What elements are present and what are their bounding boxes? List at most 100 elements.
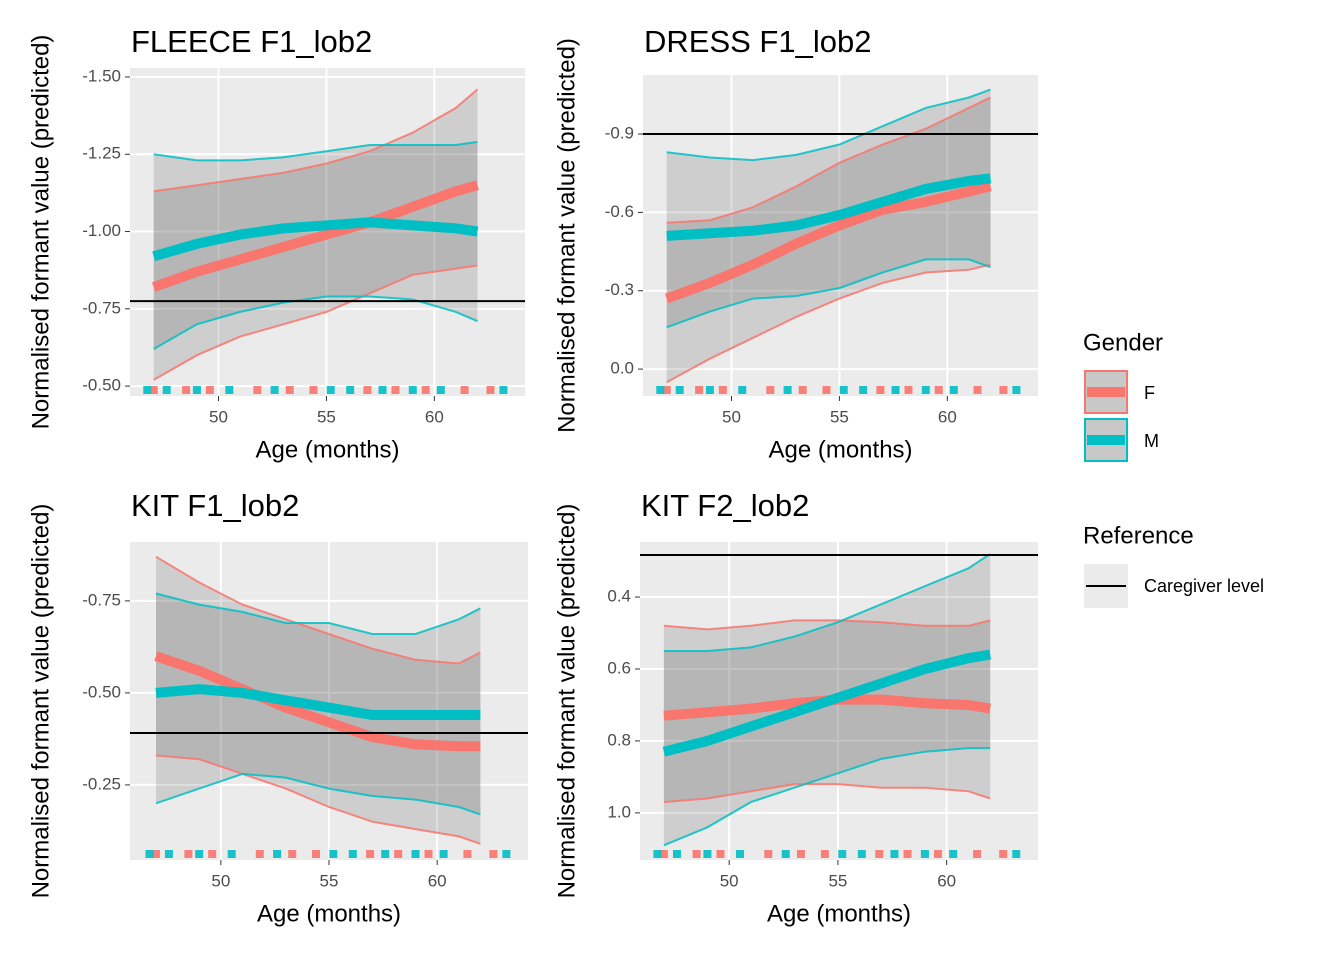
confidence-bound (666, 258, 991, 329)
confidence-bound (666, 96, 991, 224)
rug-mark (363, 386, 372, 394)
rug-mark (285, 386, 294, 394)
rug-mark (703, 850, 712, 858)
panel-title: KIT F1_lob2 (131, 488, 299, 523)
rug-mark (366, 850, 375, 858)
y-tick-label: -0.6 (605, 202, 634, 221)
rug-mark (839, 386, 848, 394)
rug-mark (798, 386, 807, 394)
panel-title: DRESS F1_lob2 (644, 24, 871, 59)
x-tick-label: 55 (830, 407, 849, 426)
rug-mark (253, 386, 262, 394)
rug-mark (949, 850, 958, 858)
rug-mark (164, 850, 173, 858)
fit-line (154, 651, 481, 752)
rug-mark (672, 850, 681, 858)
fit-line (152, 217, 479, 262)
rug-mark (822, 386, 831, 394)
y-tick-label: -0.75 (82, 590, 121, 609)
rug-mark (838, 850, 847, 858)
x-tick-label: 55 (320, 871, 339, 890)
rug-mark (348, 850, 357, 858)
confidence-bound (153, 88, 479, 193)
y-axis-title: Normalised formant value (predicted) (553, 504, 580, 899)
y-tick-label: 0.0 (610, 359, 634, 378)
y-tick-label: -1.00 (82, 221, 121, 240)
rug-mark (934, 386, 943, 394)
rug-mark (273, 850, 282, 858)
confidence-ribbon (663, 620, 991, 803)
rug-mark (309, 386, 318, 394)
rug-mark (692, 850, 701, 858)
rug-mark (695, 386, 704, 394)
rug-mark (1012, 386, 1021, 394)
rug-mark (346, 386, 355, 394)
x-tick-label: 55 (828, 871, 847, 890)
confidence-bound (663, 747, 991, 847)
rug-mark (973, 386, 982, 394)
x-axis-title: Age (months) (255, 436, 399, 463)
rug-mark (394, 850, 403, 858)
rug-mark (378, 386, 387, 394)
rug-mark (208, 850, 217, 858)
x-axis-title: Age (months) (767, 900, 911, 927)
rug-mark (205, 386, 214, 394)
y-tick-label: -0.3 (605, 280, 634, 299)
rug-mark (255, 850, 264, 858)
legend-label: M (1144, 431, 1159, 451)
rug-mark (656, 386, 665, 394)
rug-mark (162, 386, 171, 394)
rug-mark (783, 386, 792, 394)
rug-mark (718, 386, 727, 394)
rug-mark (764, 850, 773, 858)
x-tick-label: 55 (317, 407, 336, 426)
rug-mark (859, 386, 868, 394)
rug-mark (857, 850, 866, 858)
rug-mark (391, 386, 400, 394)
rug-mark (662, 386, 671, 394)
rug-mark (421, 386, 430, 394)
rug-mark (891, 386, 900, 394)
rug-mark (949, 386, 958, 394)
rug-mark (653, 850, 662, 858)
fit-line (152, 180, 479, 292)
rug-mark (381, 850, 390, 858)
confidence-bound (155, 754, 481, 845)
confidence-bound (666, 88, 991, 162)
confidence-bound (155, 772, 481, 816)
y-axis-title: Normalised formant value (predicted) (553, 38, 580, 433)
fit-line (662, 649, 992, 757)
rug-mark (486, 386, 495, 394)
x-tick-label: 60 (428, 871, 447, 890)
rug-mark (766, 386, 775, 394)
rug-mark (736, 850, 745, 858)
rug-mark (973, 850, 982, 858)
confidence-bound (153, 295, 478, 350)
rug-mark (904, 386, 913, 394)
x-tick-label: 60 (425, 407, 444, 426)
rug-mark (716, 850, 725, 858)
y-tick-label: -0.50 (82, 376, 121, 395)
rug-mark (999, 850, 1008, 858)
y-axis-title: Normalised formant value (predicted) (27, 35, 54, 430)
rug-mark (192, 386, 201, 394)
rug-mark (184, 850, 193, 858)
panel-title: FLEECE F1_lob2 (131, 24, 372, 59)
confidence-bound (663, 553, 991, 652)
x-tick-label: 50 (209, 407, 228, 426)
rug-mark (903, 850, 912, 858)
x-tick-label: 50 (720, 871, 739, 890)
confidence-ribbon (153, 141, 478, 349)
y-tick-label: 1.0 (607, 802, 631, 821)
rug-mark (182, 386, 191, 394)
rug-mark (227, 850, 236, 858)
x-tick-label: 60 (938, 407, 957, 426)
rug-mark (329, 850, 338, 858)
confidence-bound (663, 619, 991, 631)
rug-mark (411, 850, 420, 858)
rug-mark (288, 850, 297, 858)
rug-mark (999, 386, 1008, 394)
rug-mark (225, 386, 234, 394)
rug-mark (424, 850, 433, 858)
rug-mark (195, 850, 204, 858)
